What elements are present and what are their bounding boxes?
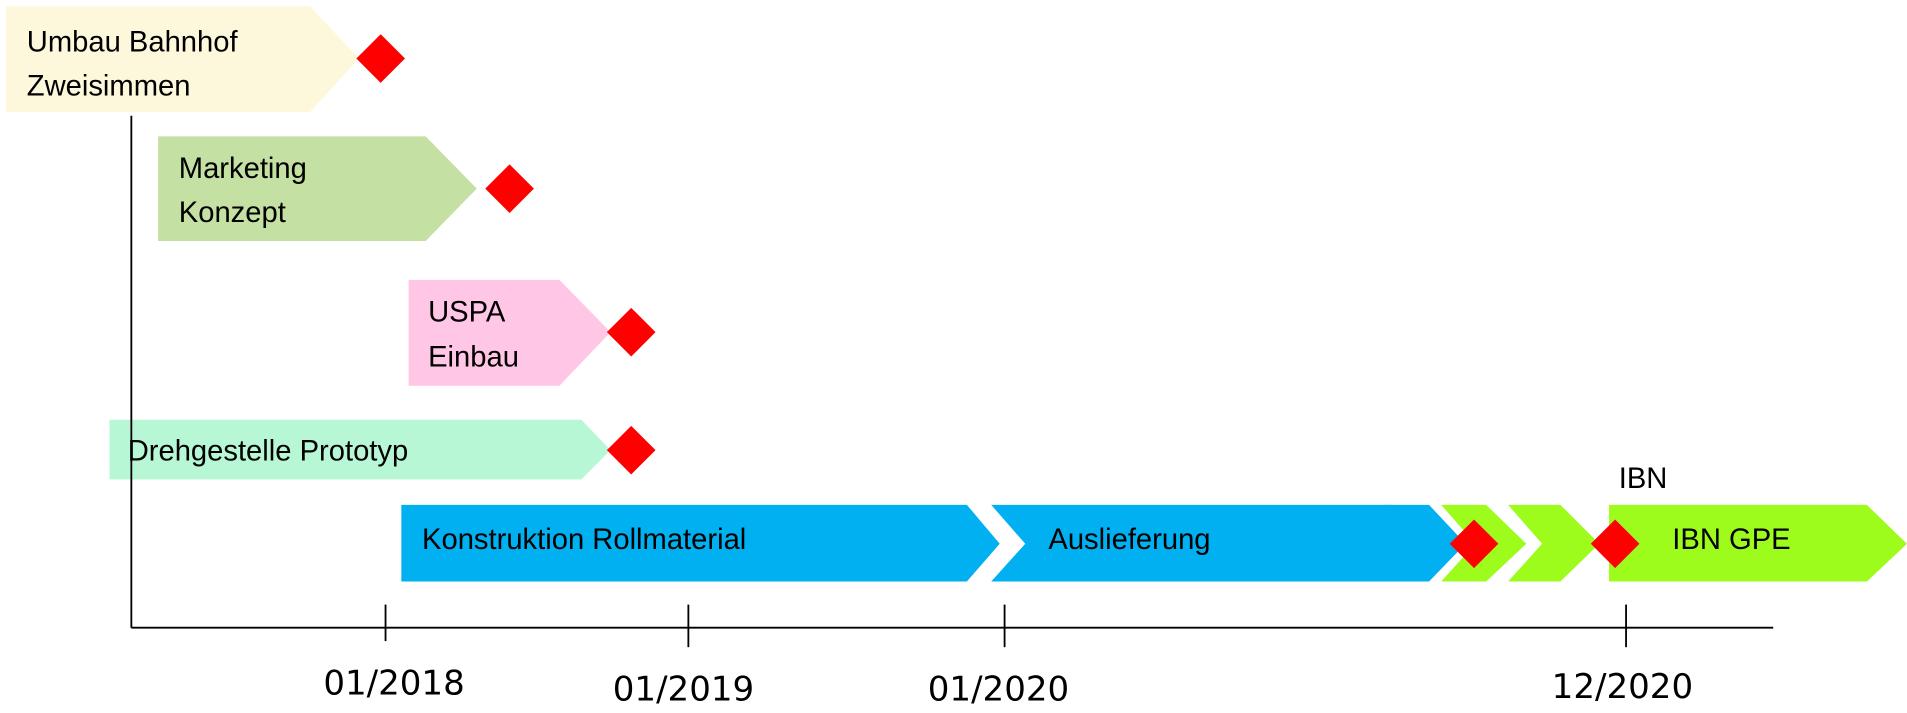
task-label: Marketing [179,153,307,185]
task-label: Umbau Bahnhof [27,27,239,59]
phase-bar [1609,504,1907,582]
phase-bar [1508,504,1600,582]
phase-label: IBN GPE [1672,524,1790,556]
phase-bar [401,504,1000,582]
task-bar [6,6,359,113]
task-label: USPA [428,297,506,329]
milestone [356,34,405,83]
tick-label: 01/2020 [928,669,1069,709]
task-label: Einbau [428,342,519,374]
annotation: IBN [1619,463,1668,495]
milestone [606,307,656,357]
milestone [606,425,656,475]
task-label: Konzept [179,197,286,229]
milestone [485,164,534,213]
phase-label: Auslieferung [1048,524,1210,556]
phase-bar [1384,504,1466,582]
tick-label: 01/2018 [323,663,464,703]
task-bar [109,419,611,480]
phase-bar [991,504,1430,582]
task-label: Zweisimmen [27,70,191,102]
tick-label: 01/2019 [613,669,754,709]
tick-label: 12/2020 [1552,667,1693,707]
task-bar [158,136,477,241]
phase-label: Konstruktion Rollmaterial [422,524,746,556]
task-label: Drehgestelle Prototyp [128,435,409,467]
task-bar [408,279,611,386]
